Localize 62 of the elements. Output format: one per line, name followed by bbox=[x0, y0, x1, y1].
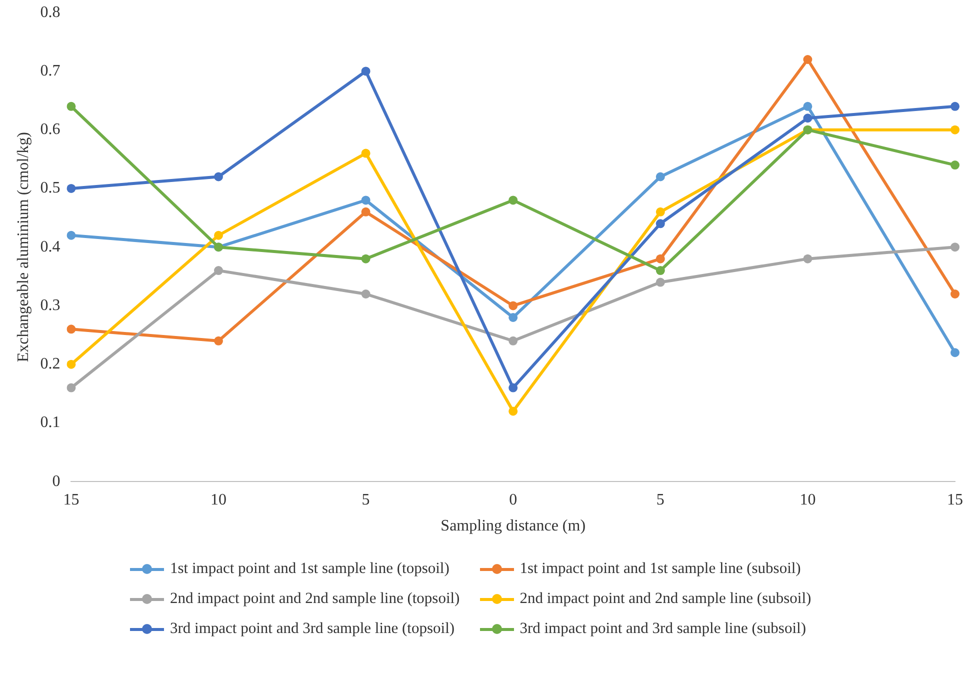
legend-label: 1st impact point and 1st sample line (subsoil) bbox=[520, 560, 801, 578]
y-tick-label: 0.3 bbox=[40, 296, 60, 314]
point bbox=[214, 266, 223, 276]
point bbox=[66, 324, 76, 334]
y-tick-label: 0.6 bbox=[40, 121, 60, 138]
point bbox=[508, 336, 518, 346]
y-tick-label: 0.4 bbox=[40, 238, 60, 256]
point bbox=[803, 55, 812, 64]
x-tick-label: 5 bbox=[656, 491, 664, 508]
point bbox=[508, 301, 518, 310]
legend-label: 2nd impact point and 2nd sample line (topsoil) bbox=[170, 590, 460, 608]
x-tick-label: 15 bbox=[63, 491, 80, 508]
point bbox=[656, 219, 665, 228]
point bbox=[508, 383, 518, 392]
y-axis-title: Exchangeable aluminium (cmol/kg) bbox=[14, 132, 32, 362]
legend-label: 3rd impact point and 3rd sample line (subsoil) bbox=[520, 620, 806, 638]
legend-label: 3rd impact point and 3rd sample line (topsoil) bbox=[170, 620, 455, 638]
x-tick-label: 15 bbox=[947, 491, 963, 508]
x-axis-title: Sampling distance (m) bbox=[440, 518, 586, 535]
y-tick-label: 0.1 bbox=[40, 414, 60, 432]
point bbox=[361, 66, 370, 76]
point bbox=[361, 254, 370, 264]
point bbox=[950, 102, 960, 111]
point bbox=[508, 196, 518, 205]
point bbox=[803, 114, 812, 123]
x-tick-label: 10 bbox=[210, 491, 226, 508]
y-tick-label: 0.8 bbox=[40, 4, 60, 21]
x-tick-label: 5 bbox=[362, 491, 370, 508]
point bbox=[508, 312, 518, 322]
point bbox=[361, 290, 370, 298]
y-tick-label: 0.5 bbox=[40, 180, 60, 197]
point bbox=[950, 125, 960, 134]
y-tick-label: 0.2 bbox=[40, 356, 60, 373]
point bbox=[361, 196, 370, 205]
y-tick-label: 0.7 bbox=[40, 62, 60, 80]
point bbox=[656, 278, 665, 287]
point bbox=[361, 148, 370, 158]
point bbox=[508, 406, 518, 416]
point bbox=[656, 254, 665, 264]
legend-label: 2nd impact point and 2nd sample line (subsoil) bbox=[520, 590, 812, 608]
point bbox=[214, 336, 223, 346]
y-tick-label: 0 bbox=[52, 472, 60, 490]
point bbox=[66, 102, 76, 111]
point bbox=[656, 172, 665, 182]
point bbox=[950, 290, 960, 298]
point bbox=[214, 230, 223, 240]
point bbox=[66, 360, 76, 369]
x-tick-label: 0 bbox=[509, 491, 518, 508]
point bbox=[66, 230, 76, 240]
point bbox=[361, 207, 370, 216]
point bbox=[214, 172, 223, 182]
x-tick-label: 10 bbox=[800, 491, 816, 508]
point bbox=[950, 242, 960, 252]
point bbox=[66, 383, 76, 392]
point bbox=[656, 207, 665, 216]
point bbox=[656, 266, 665, 276]
point bbox=[803, 254, 812, 264]
point bbox=[66, 184, 76, 193]
point bbox=[803, 102, 812, 111]
point bbox=[950, 160, 960, 170]
legend-label: 1st impact point and 1st sample line (topsoil) bbox=[170, 560, 450, 578]
point bbox=[950, 348, 960, 358]
